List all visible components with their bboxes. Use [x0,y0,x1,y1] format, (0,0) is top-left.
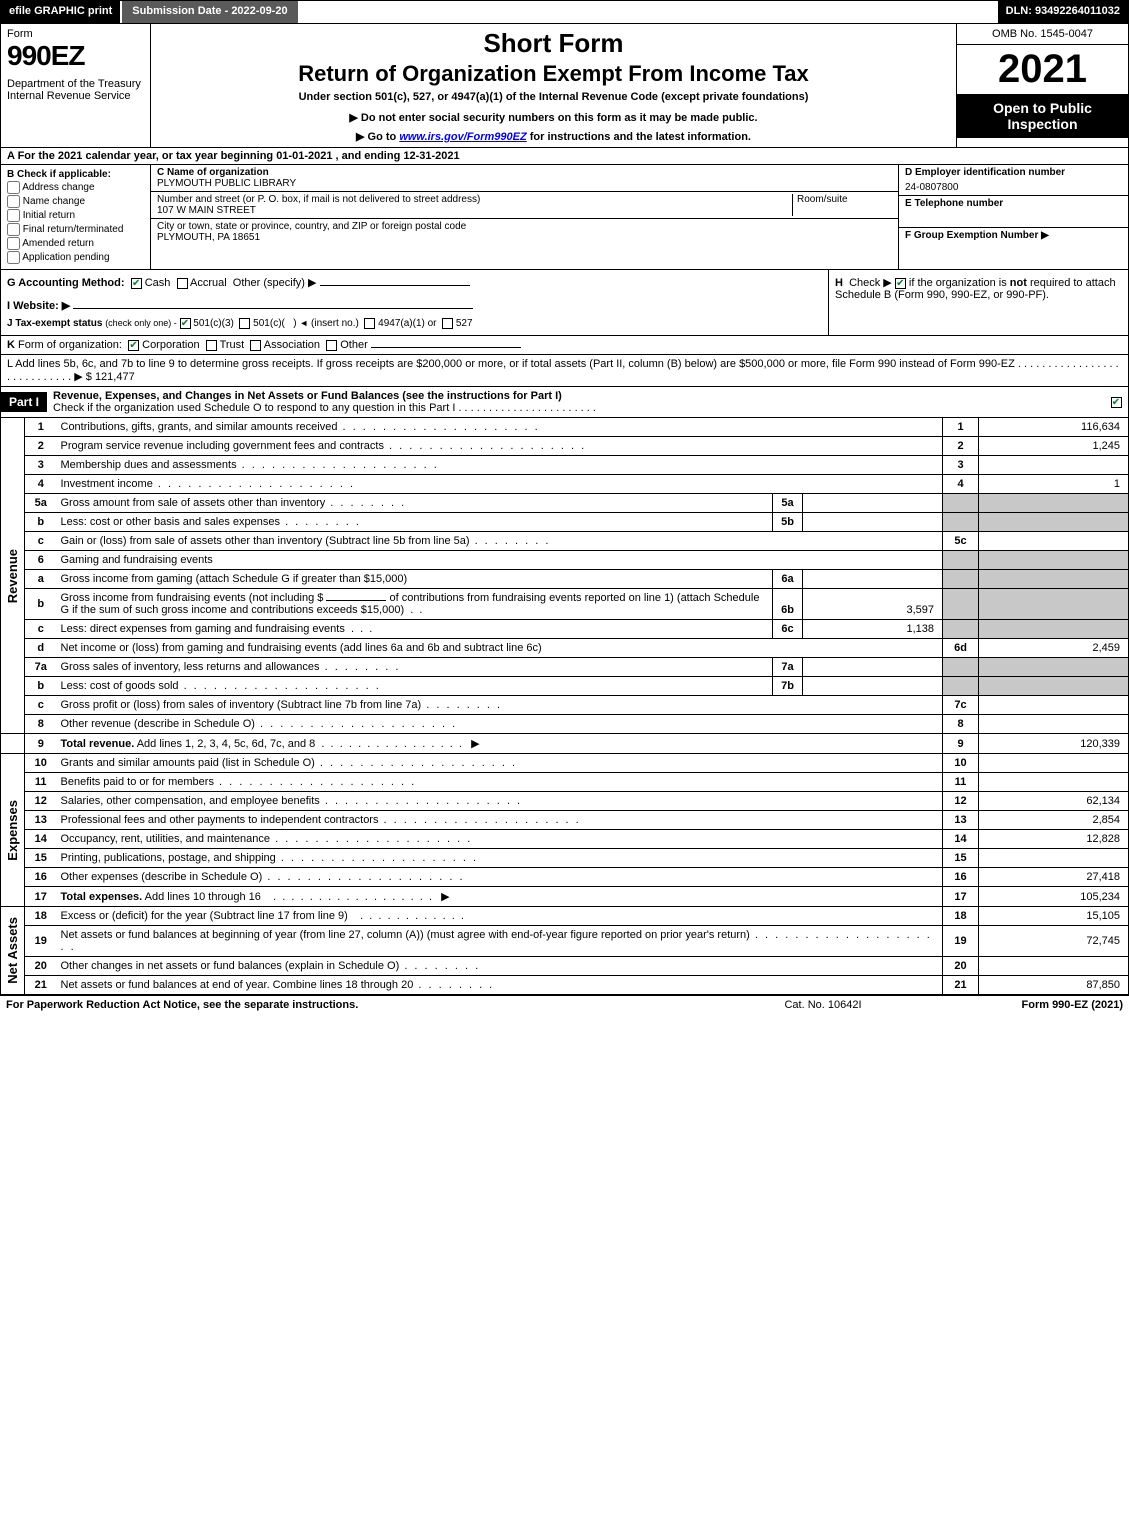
l-row: L Add lines 5b, 6c, and 7b to line 9 to … [0,355,1129,387]
line1-val: 116,634 [979,418,1129,437]
topbar-spacer [298,1,998,23]
org-city: PLYMOUTH, PA 18651 [157,232,892,243]
dln-label: DLN: 93492264011032 [998,1,1128,23]
k-row: K Form of organization: Corporation Trus… [0,336,1129,355]
header-right: OMB No. 1545-0047 2021 Open to Public In… [956,24,1128,147]
ssn-warning: ▶ Do not enter social security numbers o… [161,111,946,124]
c-city-label: City or town, state or province, country… [157,221,892,232]
go-pre: ▶ Go to [356,131,399,143]
header-left: Form 990EZ Department of the Treasury In… [1,24,151,147]
form-header: Form 990EZ Department of the Treasury In… [0,24,1129,148]
part1-sub: Check if the organization used Schedule … [53,402,455,414]
row-a-calendar: A For the 2021 calendar year, or tax yea… [0,148,1129,165]
open-to-public: Open to Public Inspection [957,94,1128,138]
527-checkbox[interactable] [442,318,453,329]
corp-checkbox[interactable] [128,340,139,351]
cat-no: Cat. No. 10642I [723,999,923,1011]
501c-checkbox[interactable] [239,318,250,329]
accrual-checkbox[interactable] [177,278,188,289]
top-bar: efile GRAPHIC print Submission Date - 20… [0,0,1129,24]
ghi-left: G Accounting Method: Cash Accrual Other … [1,270,828,335]
c-addr-cell: Number and street (or P. O. box, if mail… [151,192,898,219]
c-addr-label: Number and street (or P. O. box, if mail… [157,194,792,205]
expenses-label: Expenses [5,800,20,861]
website-line[interactable] [73,308,473,309]
part1-title: Revenue, Expenses, and Changes in Net As… [47,387,1104,417]
b-opt-name[interactable]: Name change [7,195,144,208]
ghi-row: G Accounting Method: Cash Accrual Other … [0,270,1129,336]
form-ref: Form 990-EZ (2021) [923,999,1123,1011]
form-number: 990EZ [7,40,144,72]
form-label: Form [7,28,144,40]
short-form-title: Short Form [161,28,946,59]
e-tel-label: E Telephone number [899,196,1128,228]
revenue-label: Revenue [5,549,20,603]
c-name-cell: C Name of organization PLYMOUTH PUBLIC L… [151,165,898,192]
part1-label: Part I [1,392,47,412]
j-tax-status: J Tax-exempt status (check only one) - 5… [7,318,822,329]
b-opt-initial[interactable]: Initial return [7,209,144,222]
submission-date-button[interactable]: Submission Date - 2022-09-20 [120,1,297,23]
4947-checkbox[interactable] [364,318,375,329]
irs-link[interactable]: www.irs.gov/Form990EZ [399,131,526,143]
page-footer: For Paperwork Reduction Act Notice, see … [0,995,1129,1014]
return-title: Return of Organization Exempt From Incom… [161,61,946,87]
g-accounting: G Accounting Method: Cash Accrual Other … [7,276,822,289]
part1-table: Revenue 1Contributions, gifts, grants, a… [0,418,1129,995]
b-opt-pending[interactable]: Application pending [7,251,144,264]
other-org-line[interactable] [371,347,521,348]
f-group-label: F Group Exemption Number ▶ [899,228,1128,243]
netassets-label: Net Assets [5,917,20,984]
b-opt-final[interactable]: Final return/terminated [7,223,144,236]
other-org-checkbox[interactable] [326,340,337,351]
c-name-label: C Name of organization [157,167,892,178]
h-checkbox[interactable] [895,278,906,289]
d-ein-label: D Employer identification number [899,165,1128,180]
under-section: Under section 501(c), 527, or 4947(a)(1)… [161,91,946,103]
section-def: D Employer identification number 24-0807… [898,165,1128,269]
efile-label: efile GRAPHIC print [1,1,120,23]
go-to-link-row: ▶ Go to www.irs.gov/Form990EZ for instru… [161,130,946,143]
gross-receipts: 121,477 [95,371,135,383]
b-opt-address[interactable]: Address change [7,181,144,194]
b-label: B Check if applicable: [7,169,144,180]
cash-checkbox[interactable] [131,278,142,289]
c-city-cell: City or town, state or province, country… [151,219,898,245]
d-ein: 24-0807800 [899,180,1128,196]
section-c: C Name of organization PLYMOUTH PUBLIC L… [151,165,898,269]
section-b: B Check if applicable: Address change Na… [1,165,151,269]
i-website: I Website: ▶ [7,299,822,312]
trust-checkbox[interactable] [206,340,217,351]
paperwork-notice: For Paperwork Reduction Act Notice, see … [6,999,723,1011]
org-address: 107 W MAIN STREET [157,205,792,216]
b-opt-amended[interactable]: Amended return [7,237,144,250]
omb-label: OMB No. 1545-0047 [957,24,1128,45]
dept-label: Department of the Treasury Internal Reve… [7,78,144,102]
assoc-checkbox[interactable] [250,340,261,351]
tax-year: 2021 [957,45,1128,94]
501c3-checkbox[interactable] [180,318,191,329]
org-name: PLYMOUTH PUBLIC LIBRARY [157,178,892,189]
other-specify-line[interactable] [320,285,470,286]
part1-header: Part I Revenue, Expenses, and Changes in… [0,387,1129,418]
h-check: H Check ▶ if the organization is not req… [828,270,1128,335]
part1-schedule-o-check[interactable] [1104,396,1128,408]
header-center: Short Form Return of Organization Exempt… [151,24,956,147]
go-post: for instructions and the latest informat… [527,131,751,143]
room-suite-label: Room/suite [792,194,892,216]
info-box: B Check if applicable: Address change Na… [0,165,1129,270]
